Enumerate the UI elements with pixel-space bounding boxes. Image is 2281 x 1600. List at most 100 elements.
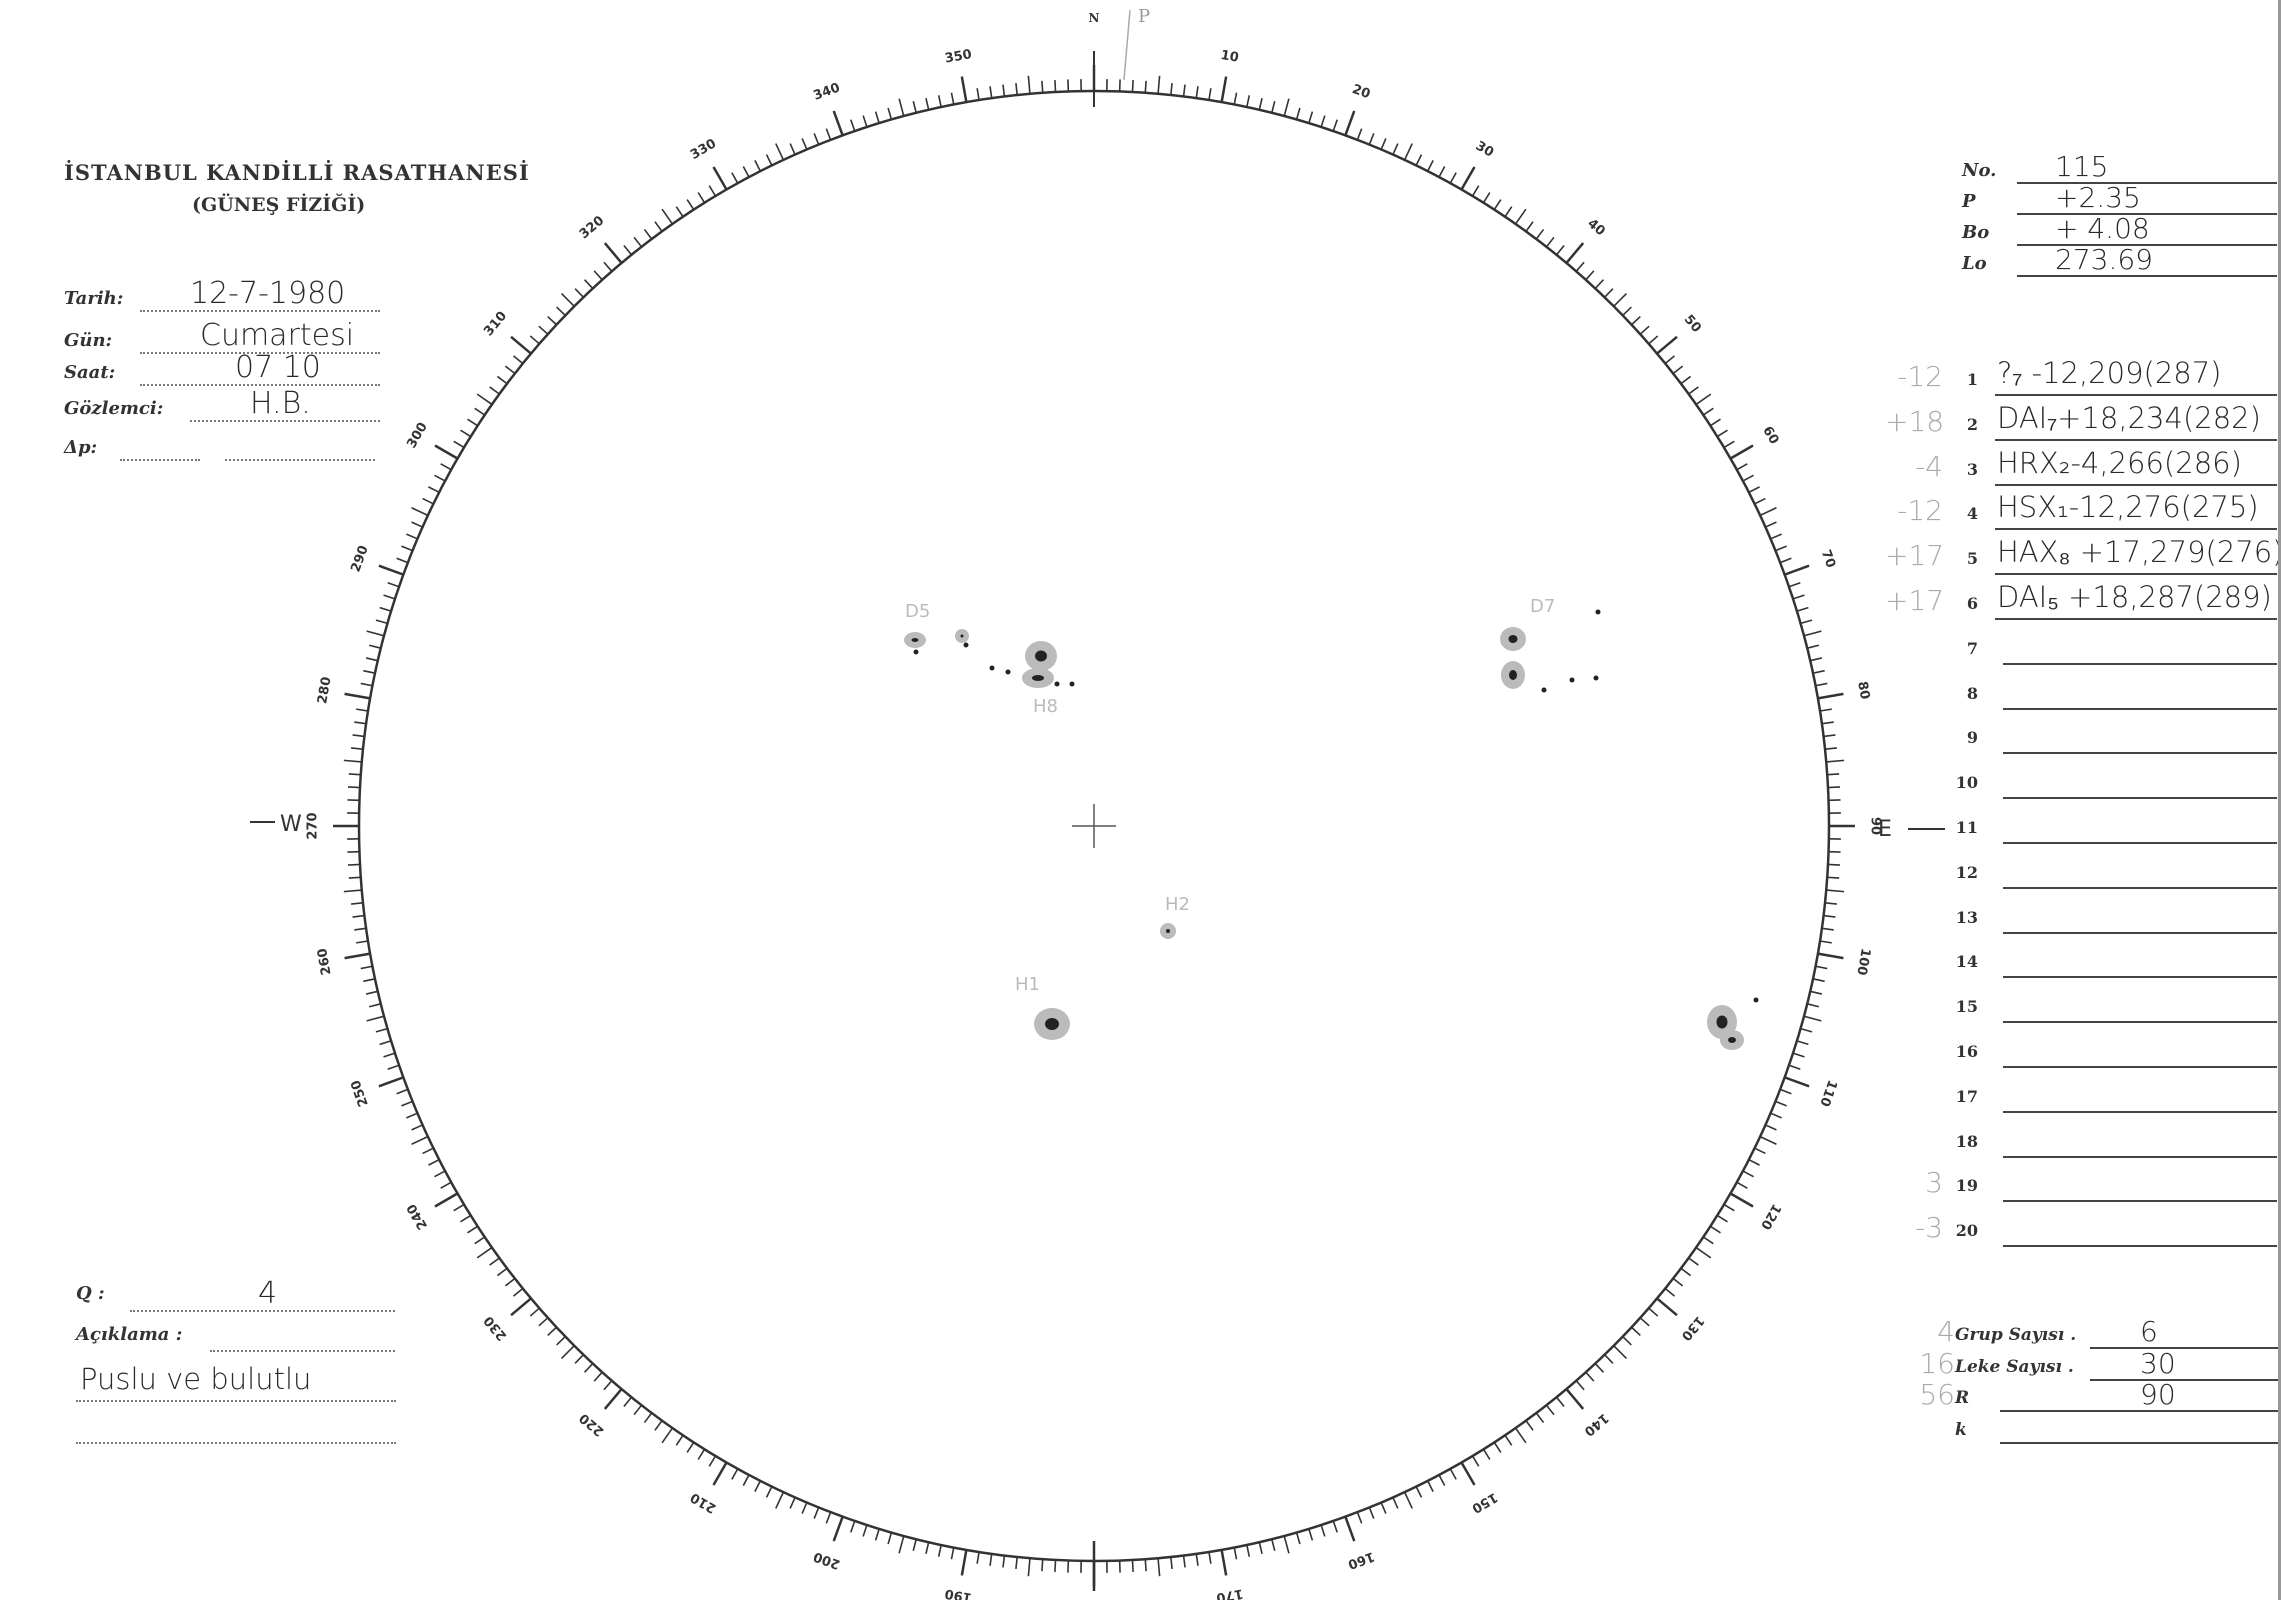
sunspot-pore [1069,681,1075,687]
group-row-line [1995,573,2277,576]
scale-tick [1765,521,1777,528]
scale-label: 310 [481,309,510,339]
scale-label: 300 [404,420,431,451]
group-row-line [2003,1066,2277,1068]
scale-tick [1195,86,1199,99]
scale-tick [686,1441,695,1453]
scale-tick [1426,160,1434,172]
scale-tick [1823,914,1836,918]
scale-tick [1356,128,1363,141]
scale-tick [396,1088,409,1095]
scale-tick [1157,1558,1161,1577]
scale-tick [379,1040,392,1046]
group-row-line [1995,618,2277,620]
scale-tick [348,773,361,776]
group-row-line [2003,1200,2277,1203]
summary-line [2000,1410,2280,1412]
scale-tick [1594,279,1605,290]
scale-tick [1308,1528,1314,1541]
group-margin-note: -3 [1915,1211,1943,1245]
scale-tick [1525,221,1534,232]
group-row-line [2003,931,2277,934]
scale-tick [661,1427,674,1444]
form-line [225,459,375,461]
scale-tick [1027,75,1031,94]
scale-tick [1716,429,1728,438]
scale-tick [874,1528,880,1541]
aciklama-value: Puslu ve bulutlu [80,1362,312,1396]
scale-tick [1664,355,1676,365]
scale-tick [1702,407,1714,416]
scale-tick [1271,100,1276,114]
scale-tick [643,1412,653,1424]
scale-tick [347,863,361,866]
scale-tick [862,1524,868,1537]
scale-tick [1770,533,1782,540]
scale-tick [512,355,524,365]
ephemeris-line [2017,244,2277,246]
q-line [130,1310,395,1312]
scale-tick [654,1420,663,1431]
scale-tick [434,444,459,460]
scale-label: 170 [1215,1585,1244,1600]
scale-tick [623,1396,633,1408]
page-edge [2278,0,2281,1600]
scale-tick [406,533,418,540]
scale-tick [1770,1112,1782,1119]
scale-tick [1380,138,1387,150]
scale-tick [1784,1076,1810,1088]
scale-tick [712,1461,728,1486]
scale-tick [1344,110,1356,136]
scale-tick [1041,1559,1044,1572]
group-row-number: 16 [1955,1042,1978,1061]
scale-tick [1639,1317,1650,1327]
scale-tick [556,1335,566,1346]
form-value: 12-7-1980 [190,276,346,311]
scale-tick [1709,418,1721,427]
scale-tick [960,76,968,103]
scale-tick [574,288,585,298]
scale-tick [1041,80,1044,93]
group-row-number: 9 [1966,728,1978,748]
aciklama-line-2 [76,1400,396,1402]
scale-tick [1702,1236,1714,1245]
scale-tick [801,138,808,150]
scale-tick [1622,306,1632,317]
group-row-number: 1 [1966,370,1978,389]
scale-tick [1220,76,1228,103]
scale-tick [1295,1532,1301,1545]
scale-tick [742,1474,750,1486]
scale-tick [347,786,361,789]
scale-tick [1460,166,1476,191]
scale-tick [476,1246,493,1259]
scale-tick [1709,1225,1721,1234]
spot-group-label: D5 [905,601,930,622]
sunspot-pore [989,665,995,671]
scale-tick [1392,1497,1399,1509]
scale-tick [467,418,479,427]
scale-tick [742,166,750,178]
scale-tick [1332,1520,1338,1533]
sunspot-pore [1569,677,1575,683]
scale-tick [460,1214,472,1223]
scale-tick [850,1520,856,1533]
scale-tick [348,876,361,879]
summary-margin-note: 4 [1937,1315,1955,1348]
scale-tick [474,1236,486,1245]
group-row-line [2003,1155,2277,1158]
scale-label: 140 [1581,1410,1611,1439]
scale-tick [1471,185,1480,197]
scale-tick [1819,940,1832,944]
sunspot-pore [1593,675,1599,681]
scale-tick [603,242,623,264]
scale-tick [1320,115,1326,128]
spot-group-label: H8 [1033,696,1058,717]
scale-tick [1415,154,1423,166]
scale-tick [789,1497,796,1509]
scale-tick [379,606,392,612]
scale-tick [1438,1474,1446,1486]
scale-tick [697,1448,706,1460]
group-row-number: 3 [1966,459,1978,479]
scale-tick [1482,1448,1491,1460]
scale-tick [1754,1147,1766,1155]
